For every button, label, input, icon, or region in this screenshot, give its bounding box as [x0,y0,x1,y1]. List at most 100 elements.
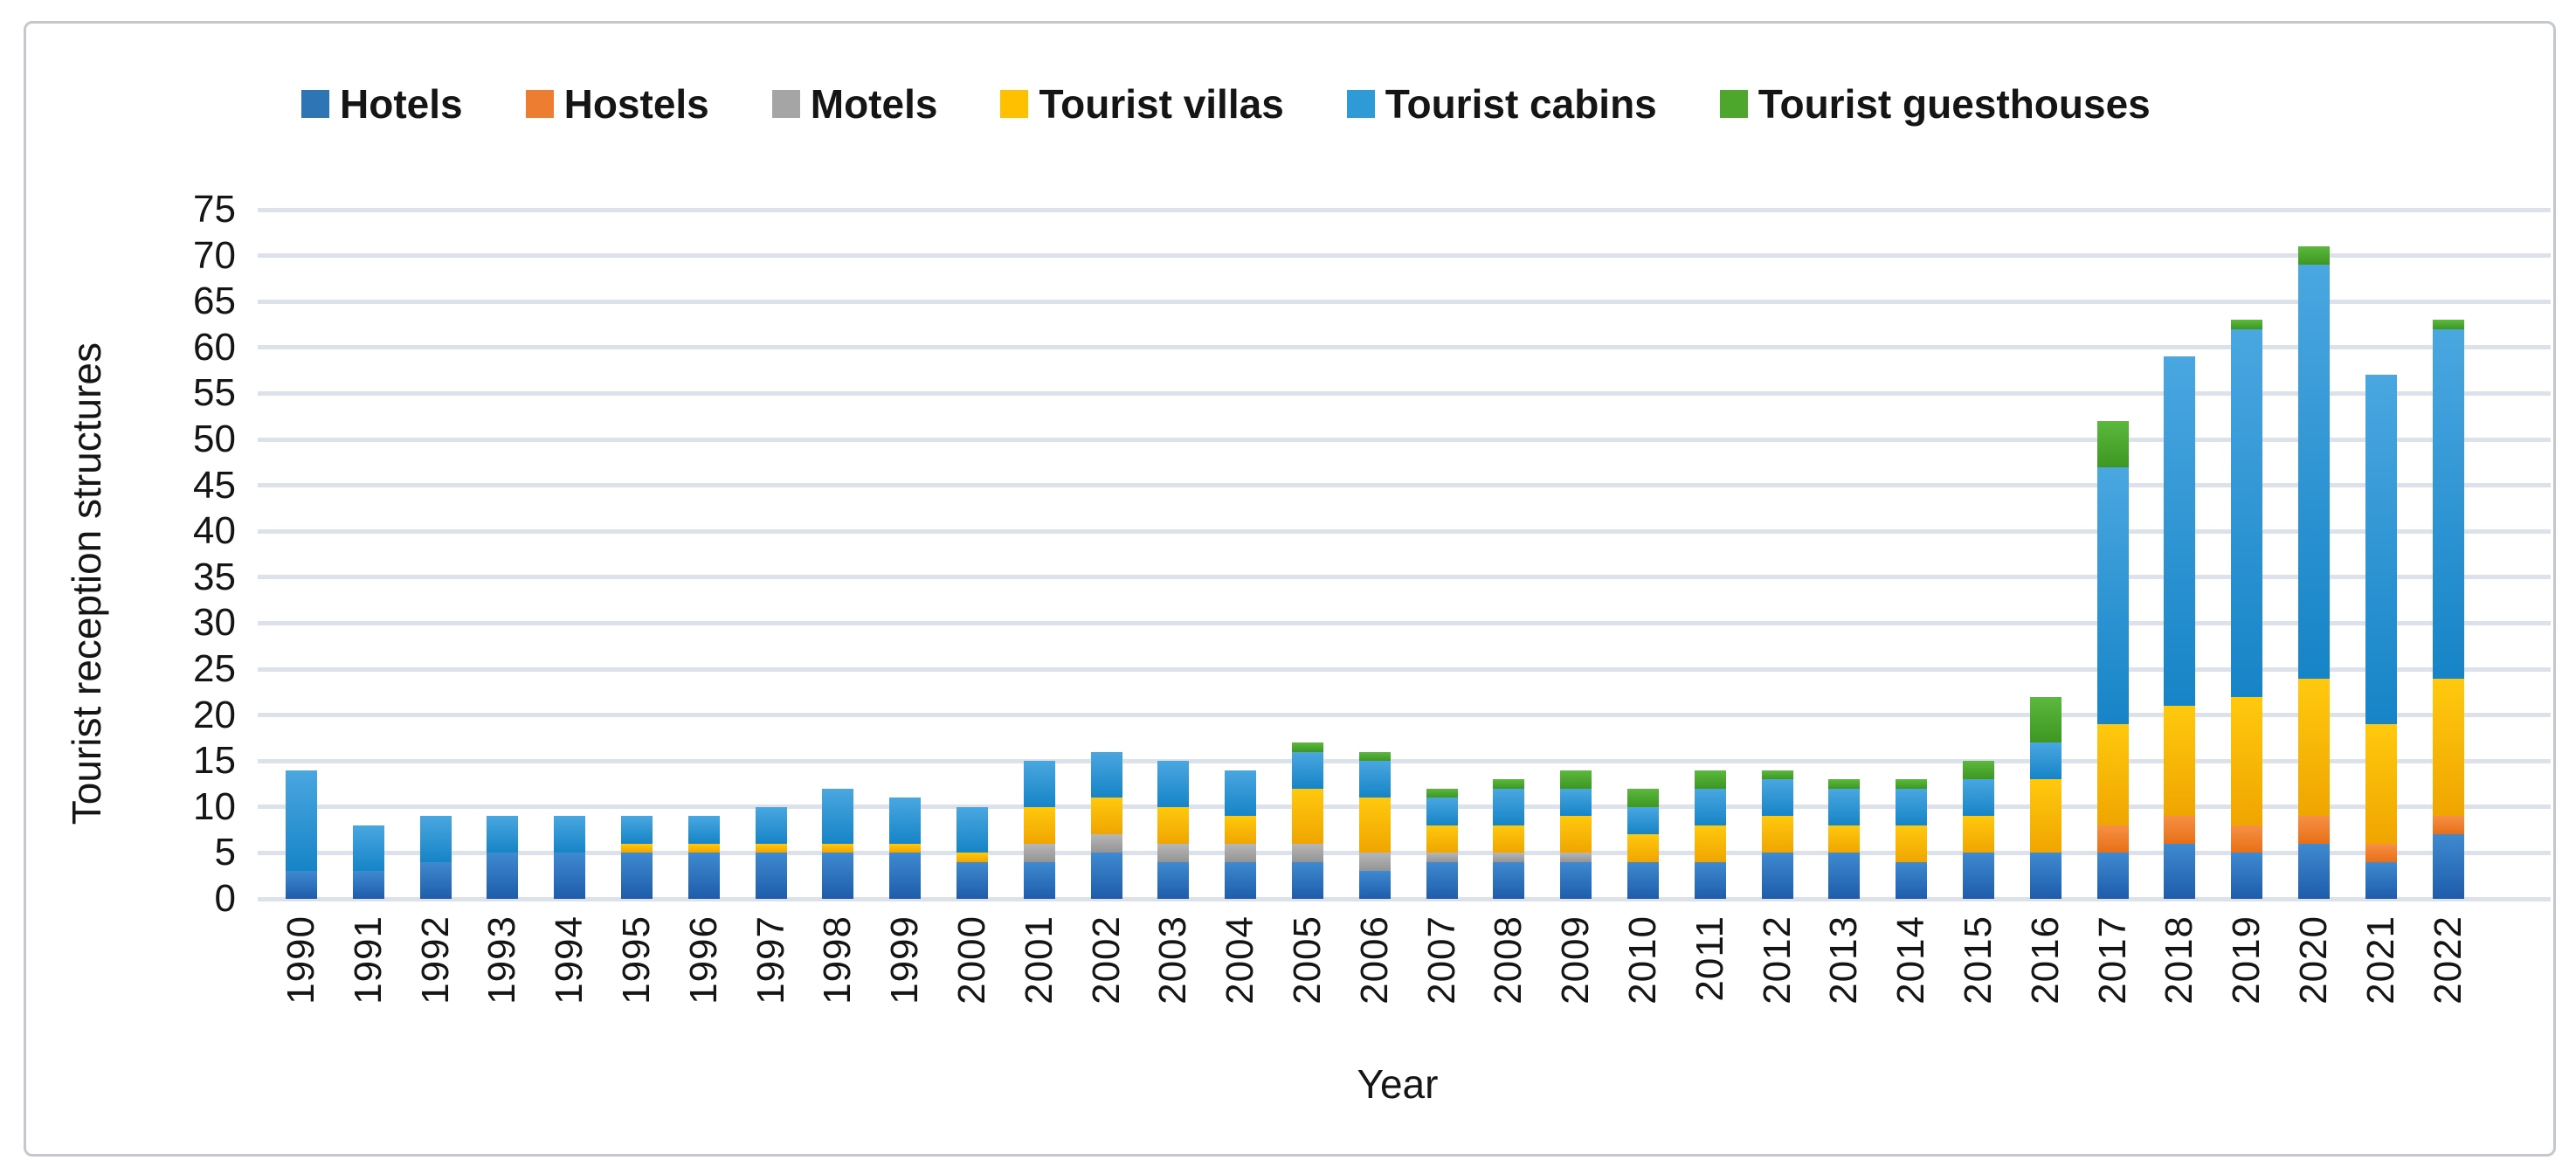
bar-segment-hostels [2365,843,2397,862]
x-tick-label: 2019 [2225,915,2269,1005]
x-tick-label: 2010 [1621,915,1664,1005]
bar-segment-hostels [2231,825,2263,853]
y-tick-label: 35 [193,555,236,598]
bar-segment-tourist-cabins [1225,770,1257,817]
bar-segment-hotels [2432,834,2464,899]
bar-segment-tourist-villas [1627,834,1659,862]
legend-swatch-icon [1000,90,1029,118]
bar-segment-tourist-cabins [2096,466,2129,725]
bar-segment-tourist-cabins [554,816,586,853]
bar-segment-tourist-villas [2231,696,2263,825]
y-tick-label: 5 [214,831,236,874]
gridline [258,620,2551,625]
gridline [258,666,2551,672]
gridline [258,713,2551,718]
bar-segment-hotels [1090,853,1122,899]
legend-label: Tourist guesthouses [1758,81,2151,127]
bar-segment-tourist-villas [1358,798,1391,853]
bar-segment-tourist-villas [1090,798,1122,835]
bar-segment-tourist-villas [1023,806,1055,844]
bar-segment-tourist-guesthouses [1560,770,1592,789]
bar-segment-hotels [957,861,988,899]
bar-segment-tourist-cabins [1090,751,1122,798]
bar-segment-tourist-cabins [487,816,519,853]
y-tick-label: 45 [193,463,236,507]
bar-segment-tourist-guesthouses [2231,320,2263,329]
legend-item-motels: Motels [771,81,938,127]
legend-swatch-icon [525,90,554,118]
x-tick-label: 2005 [1286,915,1329,1005]
x-tick-label: 2022 [2426,915,2469,1005]
bar-segment-tourist-guesthouses [1627,788,1659,807]
bar-segment-tourist-villas [687,843,720,853]
bar-segment-hotels [687,853,720,899]
x-tick-label: 2012 [1755,915,1799,1005]
bar-segment-hotels [1761,853,1793,899]
gridline [258,299,2551,304]
bar-segment-tourist-cabins [1023,761,1055,807]
bar-segment-hotels [1292,861,1323,899]
y-tick-label: 25 [193,647,236,690]
bar-segment-tourist-cabins [1560,788,1592,817]
legend-swatch-icon [771,90,800,118]
plot-area [258,207,2551,901]
gridline [258,483,2551,488]
bar-segment-tourist-villas [1493,825,1525,853]
x-tick-label: 1997 [749,915,792,1005]
bar-segment-tourist-villas [2365,724,2397,844]
x-tick-label: 1996 [681,915,725,1005]
bar-segment-hotels [1358,871,1391,899]
y-tick-label: 40 [193,509,236,553]
y-tick-label: 60 [193,325,236,369]
bar-segment-tourist-cabins [1828,788,1861,825]
bar-segment-tourist-villas [1828,825,1861,853]
bar-segment-motels [1426,853,1458,862]
x-tick-label: 1990 [280,915,322,1005]
x-tick-label: 2001 [1017,915,1060,1005]
y-tick-label: 30 [193,601,236,645]
legend-item-tourist-cabins: Tourist cabins [1346,84,1657,124]
x-tick-label: 1999 [883,915,927,1005]
bar-segment-hotels [1426,861,1458,899]
bar-segment-hotels [1157,861,1190,899]
bar-segment-tourist-cabins [957,806,988,853]
bar-segment-tourist-villas [1225,816,1257,844]
bar-segment-tourist-guesthouses [1828,779,1861,789]
bar-segment-tourist-guesthouses [1493,779,1525,789]
bar-segment-tourist-cabins [2432,328,2464,679]
bar-segment-hotels [2164,843,2196,899]
bar-segment-tourist-villas [2096,724,2129,825]
gridline [258,345,2551,350]
bar-segment-tourist-cabins [1157,761,1190,807]
bar-segment-tourist-cabins [419,816,452,862]
bar-segment-tourist-cabins [1896,788,1928,825]
bar-segment-tourist-cabins [1292,751,1323,789]
legend-label: Hostels [563,81,709,127]
bar-segment-tourist-cabins [1963,779,1994,817]
x-tick-label: 2020 [2292,915,2335,1005]
bar-segment-hotels [2096,853,2129,899]
bar-segment-tourist-guesthouses [2432,320,2464,329]
bar-segment-tourist-villas [1292,788,1323,844]
gridline [258,805,2551,810]
x-axis-title: Year [1357,1061,1439,1107]
y-tick-label: 20 [193,693,236,736]
bar-segment-hotels [1627,861,1659,899]
bar-segment-hotels [1896,861,1928,899]
bar-segment-tourist-villas [1896,825,1928,862]
bar-segment-hotels [419,861,452,899]
x-axis-baseline [258,896,2551,901]
bar-segment-motels [1292,843,1323,862]
y-tick-label: 65 [193,280,236,323]
bar-segment-tourist-guesthouses [1358,751,1391,762]
legend-label: Motels [810,81,938,127]
bar-segment-hotels [1963,853,1994,899]
bar-segment-tourist-cabins [352,825,384,872]
x-tick-label: 1991 [346,915,390,1005]
bar-segment-hotels [286,871,317,899]
legend-swatch-icon [1719,90,1748,118]
bar-segment-hotels [2029,853,2061,899]
bar-segment-hotels [621,853,653,899]
x-tick-label: 2003 [1151,915,1195,1005]
y-tick-label: 10 [193,784,236,828]
